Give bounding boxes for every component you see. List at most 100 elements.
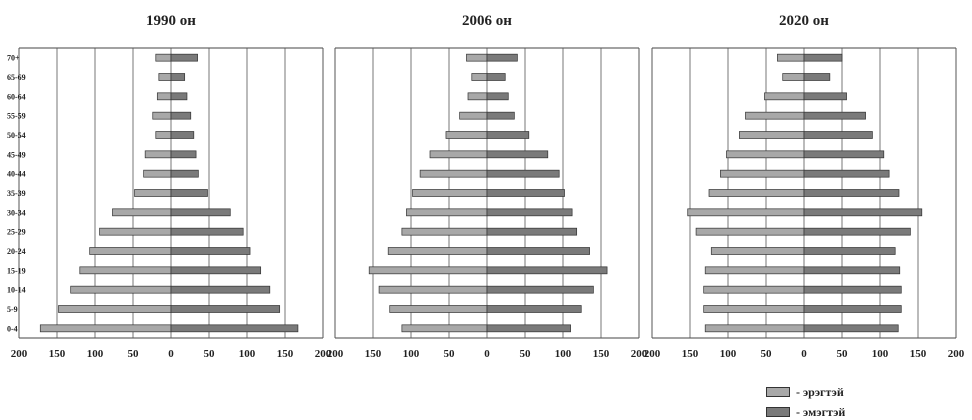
bar-male bbox=[695, 227, 805, 236]
age-group-label: 30-34 bbox=[7, 208, 26, 217]
x-tick-label: 50 bbox=[761, 348, 773, 360]
bar-female bbox=[803, 131, 873, 139]
bar-male bbox=[143, 169, 172, 178]
bar-female bbox=[803, 208, 923, 217]
bar-male bbox=[687, 208, 805, 217]
age-group-label: 70+ bbox=[7, 54, 20, 63]
age-group-label: 0-4 bbox=[7, 324, 18, 333]
age-group-label: 65-69 bbox=[7, 73, 26, 82]
bar-male bbox=[471, 73, 488, 81]
bar-male bbox=[79, 266, 172, 275]
bar-male bbox=[445, 131, 488, 139]
bar-female bbox=[170, 285, 271, 294]
bar-female bbox=[486, 305, 582, 313]
bar-male bbox=[710, 247, 805, 255]
bar-female bbox=[486, 131, 530, 139]
age-group-label: 55-59 bbox=[7, 112, 26, 121]
x-tick-label: 50 bbox=[520, 348, 532, 360]
x-tick-label: 150 bbox=[49, 348, 66, 360]
bar-male bbox=[144, 150, 172, 159]
bar-female bbox=[170, 53, 198, 62]
bar-female bbox=[803, 111, 866, 120]
x-tick-label: 200 bbox=[948, 348, 965, 360]
bar-female bbox=[170, 150, 197, 159]
x-tick-label: 0 bbox=[484, 348, 490, 360]
x-tick-label: 150 bbox=[365, 348, 382, 360]
bar-male bbox=[704, 324, 805, 333]
bar-female bbox=[486, 73, 506, 81]
bar-female bbox=[803, 53, 843, 62]
age-group-label: 5-9 bbox=[7, 305, 18, 314]
age-group-label: 15-19 bbox=[7, 266, 26, 275]
bar-male bbox=[387, 247, 488, 255]
bar-female bbox=[170, 131, 195, 139]
age-group-label: 50-54 bbox=[7, 131, 26, 140]
x-tick-label: 50 bbox=[128, 348, 140, 360]
legend-swatch-female bbox=[766, 407, 790, 418]
bar-female bbox=[486, 150, 549, 159]
bar-female bbox=[803, 227, 911, 236]
bar-male bbox=[152, 111, 172, 120]
bar-male bbox=[99, 227, 172, 236]
bar-male bbox=[703, 285, 805, 294]
age-group-label: 60-64 bbox=[7, 92, 26, 101]
bar-male bbox=[764, 92, 805, 101]
x-tick-label: 100 bbox=[872, 348, 889, 360]
x-tick-label: 50 bbox=[444, 348, 456, 360]
bar-male bbox=[466, 53, 488, 62]
bar-male bbox=[777, 53, 805, 62]
bar-female bbox=[170, 208, 231, 217]
x-tick-label: 150 bbox=[910, 348, 927, 360]
bar-male bbox=[406, 208, 488, 217]
bar-female bbox=[170, 227, 244, 236]
bar-female bbox=[803, 150, 885, 159]
bar-female bbox=[486, 53, 518, 62]
bar-female bbox=[486, 169, 560, 178]
x-tick-label: 150 bbox=[593, 348, 610, 360]
bar-female bbox=[803, 266, 901, 275]
age-group-label: 25-29 bbox=[7, 228, 26, 237]
panel-title: 1990 он bbox=[146, 13, 196, 29]
bar-female bbox=[486, 208, 573, 217]
age-group-label: 45-49 bbox=[7, 150, 26, 159]
age-group-label: 40-44 bbox=[7, 170, 26, 179]
bar-female bbox=[486, 111, 515, 120]
bar-male bbox=[70, 285, 172, 294]
bar-male bbox=[112, 208, 172, 217]
x-tick-label: 150 bbox=[682, 348, 699, 360]
bar-male bbox=[459, 111, 488, 120]
bar-female bbox=[486, 266, 608, 275]
bar-male bbox=[58, 305, 172, 313]
age-group-label: 10-14 bbox=[7, 286, 26, 295]
x-tick-label: 200 bbox=[315, 348, 332, 360]
x-tick-label: 0 bbox=[801, 348, 807, 360]
x-tick-label: 50 bbox=[837, 348, 849, 360]
x-tick-label: 150 bbox=[277, 348, 294, 360]
bar-male bbox=[39, 324, 172, 333]
bar-female bbox=[170, 92, 188, 101]
bar-male bbox=[726, 150, 805, 159]
bar-female bbox=[486, 285, 594, 294]
x-tick-label: 100 bbox=[555, 348, 572, 360]
bar-male bbox=[467, 92, 488, 101]
bar-male bbox=[134, 189, 172, 197]
panel-title: 2020 он bbox=[779, 13, 829, 29]
bar-female bbox=[170, 305, 281, 313]
bar-male bbox=[429, 150, 488, 159]
bar-male bbox=[155, 53, 172, 62]
bar-male bbox=[708, 189, 805, 197]
legend-label-male: - эрэгтэй bbox=[796, 384, 844, 399]
x-tick-label: 0 bbox=[168, 348, 174, 360]
bar-female bbox=[486, 227, 578, 236]
x-tick-label: 100 bbox=[403, 348, 420, 360]
bar-female bbox=[803, 285, 902, 294]
legend: - эмэгтэй bbox=[766, 404, 845, 420]
bar-male bbox=[368, 266, 488, 275]
bar-female bbox=[486, 92, 509, 101]
bar-female bbox=[170, 324, 299, 333]
bar-male bbox=[720, 169, 805, 178]
bar-male bbox=[389, 305, 488, 313]
bar-male bbox=[739, 131, 805, 139]
legend-swatch-male bbox=[766, 387, 790, 398]
